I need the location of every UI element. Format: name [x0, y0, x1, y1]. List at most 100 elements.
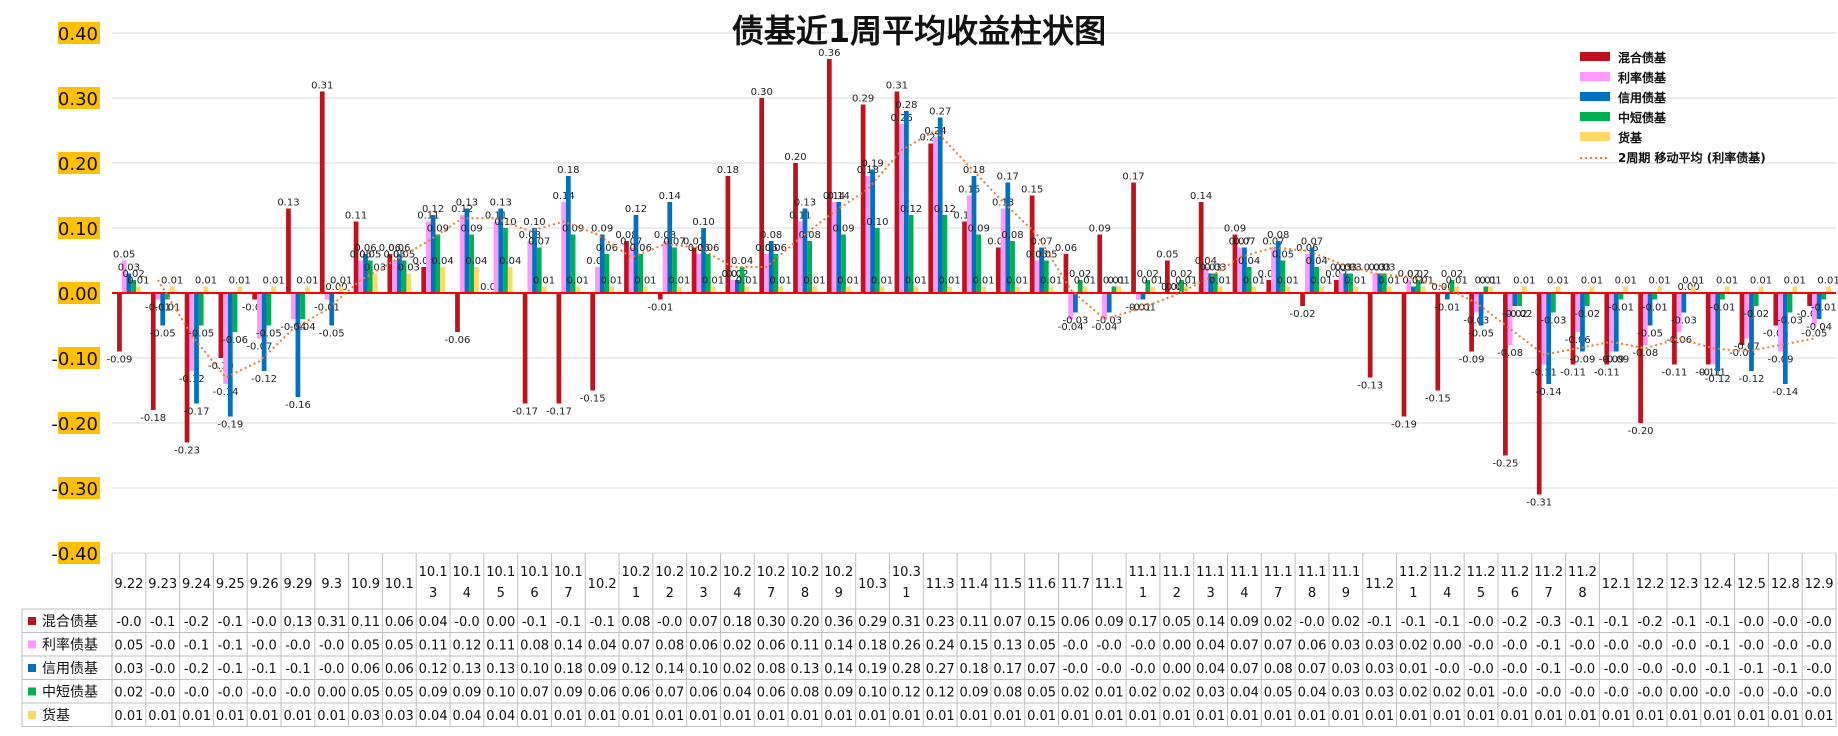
bar — [126, 273, 132, 293]
table-cell: 0.08 — [1264, 662, 1293, 677]
bar — [198, 293, 204, 326]
data-label: -0.17 — [184, 407, 210, 418]
data-label: 0.04 — [431, 256, 453, 267]
table-cell: 0.26 — [892, 639, 921, 654]
bar — [1266, 280, 1272, 293]
table-row-label: 中短债基 — [42, 684, 98, 701]
bar — [1135, 293, 1141, 300]
bar — [1541, 293, 1547, 365]
data-label: 0.01 — [262, 276, 284, 287]
y-tick-highlight — [58, 152, 100, 174]
x-tick-label-wrap: 7 — [767, 586, 775, 601]
data-label: 0.01 — [229, 276, 251, 287]
table-cell: 0.14 — [554, 639, 583, 654]
legend-label: 中短债基 — [1618, 110, 1667, 125]
table-cell: -0.1 — [1435, 615, 1460, 630]
x-tick-label: 9.22 — [114, 577, 143, 592]
x-tick-label-wrap: 1 — [1409, 586, 1417, 601]
data-label: -0.31 — [1526, 498, 1552, 509]
data-label: -0.05 — [256, 329, 282, 340]
data-label: 0.01 — [1412, 276, 1434, 287]
table-cell: 0.13 — [791, 662, 820, 677]
data-label: 0.01 — [296, 276, 318, 287]
bar — [1232, 234, 1238, 293]
table-cell: -0.0 — [1299, 615, 1324, 630]
bar — [1623, 286, 1629, 293]
bar — [387, 254, 393, 293]
data-label: 0.00 — [1677, 282, 1699, 293]
table-cell: 0.02 — [1264, 615, 1293, 630]
table-cell: -0.0 — [1570, 662, 1595, 677]
table-cell: 0.01 — [588, 709, 617, 724]
table-cell: 0.01 — [1636, 709, 1665, 724]
data-label: 0.18 — [557, 165, 579, 176]
bar — [1512, 293, 1518, 306]
x-tick-label: 10.1 — [452, 565, 481, 580]
table-cell: 0.01 — [1331, 709, 1360, 724]
data-label: 0.01 — [127, 276, 149, 287]
table-cell: 0.11 — [960, 615, 989, 630]
bar — [1242, 247, 1247, 293]
x-tick-label: 11.2 — [1365, 577, 1394, 592]
x-tick-label-wrap: 7 — [1274, 586, 1282, 601]
table-cell: -0.0 — [319, 662, 344, 677]
table-cell: 0.08 — [993, 686, 1022, 701]
table-cell: 0.18 — [723, 615, 752, 630]
table-cell: 0.07 — [1027, 662, 1056, 677]
data-label: -0.09 — [1459, 355, 1485, 366]
bar — [1314, 267, 1320, 293]
table-cell: -0.0 — [1130, 662, 1155, 677]
table-cell: -0.0 — [1806, 615, 1831, 630]
bar — [1681, 293, 1687, 313]
data-label: 0.01 — [330, 276, 352, 287]
table-cell: 0.13 — [993, 639, 1022, 654]
bar — [624, 241, 629, 293]
bar — [194, 293, 199, 404]
table-cell: -0.3 — [1536, 615, 1561, 630]
data-label: -0.11 — [1700, 368, 1726, 379]
data-label: 0.01 — [195, 276, 217, 287]
bar — [1131, 182, 1136, 293]
data-label: -0.02 — [1502, 309, 1528, 320]
x-tick-label: 10.2 — [621, 565, 650, 580]
table-cell: 0.09 — [419, 686, 448, 701]
data-label: -0.08 — [1632, 348, 1658, 359]
data-label: 0.01 — [1209, 276, 1231, 287]
bar — [962, 221, 967, 293]
x-tick-label-wrap: 5 — [497, 586, 505, 601]
bar — [730, 280, 736, 293]
data-label: -0.02 — [1290, 309, 1316, 320]
table-cell: 0.01 — [960, 709, 989, 724]
data-label: -0.05 — [150, 329, 176, 340]
table-cell: 0.06 — [385, 615, 414, 630]
table-cell: -0.0 — [1570, 686, 1595, 701]
table-cell: 0.29 — [858, 615, 887, 630]
table-cell: 0.05 — [351, 686, 380, 701]
x-tick-label: 10.2 — [655, 565, 684, 580]
table-cell: 0.01 — [114, 709, 143, 724]
table-cell: -0.0 — [218, 686, 243, 701]
table-cell: -0.2 — [184, 615, 209, 630]
table-cell: 0.07 — [1230, 639, 1259, 654]
bar — [1343, 273, 1349, 293]
table-cell: 0.03 — [1196, 686, 1225, 701]
data-label: 0.12 — [934, 204, 956, 215]
table-cell: 0.01 — [1027, 709, 1056, 724]
bar — [1102, 293, 1107, 319]
data-label: 0.05 — [350, 250, 372, 261]
table-cell: 0.10 — [858, 686, 887, 701]
data-label: -0.09 — [1570, 355, 1596, 366]
data-label: 0.01 — [1040, 276, 1062, 287]
table-cell: 0.04 — [1196, 639, 1225, 654]
data-label: 0.12 — [422, 204, 444, 215]
x-tick-label: 11.2 — [1399, 565, 1428, 580]
bar — [1010, 241, 1015, 293]
bar — [507, 267, 513, 293]
bar — [324, 293, 330, 300]
data-label: 0.01 — [1277, 276, 1299, 287]
table-cell: -0.1 — [1773, 662, 1798, 677]
bar — [1580, 293, 1585, 352]
data-label: -0.13 — [1357, 381, 1383, 392]
data-label: 0.05 — [113, 250, 135, 261]
table-cell: 0.04 — [1298, 686, 1327, 701]
